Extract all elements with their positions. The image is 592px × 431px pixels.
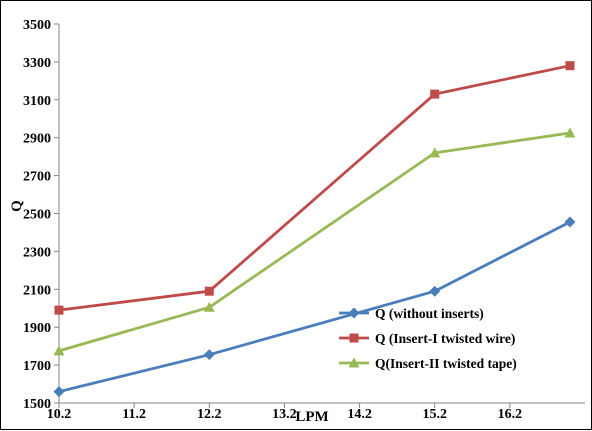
x-tick-label: 10.2 [47, 407, 72, 422]
y-tick-label: 3100 [23, 94, 51, 109]
data-point-diamond [203, 349, 215, 361]
y-tick-label: 2500 [23, 208, 51, 223]
x-tick-label: 16.2 [498, 407, 523, 422]
x-tick-label: 12.2 [197, 407, 222, 422]
series-line [58, 131, 571, 353]
data-point-diamond [429, 285, 441, 297]
legend-label: Q (Insert-I twisted wire) [375, 331, 515, 346]
data-point-square [430, 89, 440, 99]
legend: Q (without inserts) Q (Insert-I twisted w… [339, 306, 517, 371]
y-tick-label: 1500 [23, 397, 51, 412]
data-point-square [54, 305, 64, 315]
legend-entry: Q (Insert-I twisted wire) [339, 331, 515, 346]
y-tick-label: 2300 [23, 245, 51, 260]
axes [54, 23, 585, 408]
legend-label: Q(Insert-II twisted tape) [375, 356, 517, 371]
legend-entry: Q(Insert-II twisted tape) [339, 356, 517, 371]
data-point-triangle [564, 127, 576, 138]
data-point-triangle [53, 345, 65, 356]
data-point-triangle [348, 357, 360, 368]
data-point-triangle [429, 147, 441, 158]
x-tick-label: 15.2 [422, 407, 447, 422]
series-3 [53, 127, 576, 356]
data-point-diamond [564, 216, 576, 228]
series-line [58, 64, 571, 312]
y-tick-label: 2700 [23, 170, 51, 185]
y-axis-title: Q [9, 200, 25, 212]
data-point-square [565, 61, 575, 71]
data-point-square [204, 286, 214, 296]
x-axis-title: LPM [295, 409, 328, 425]
y-tick-label: 1700 [23, 359, 51, 374]
data-point-diamond [53, 386, 65, 398]
x-tick-label: 13.2 [272, 407, 297, 422]
x-tick-label: 14.2 [347, 407, 372, 422]
y-tick-label: 2100 [23, 283, 51, 298]
data-point-diamond [348, 307, 360, 319]
legend-label: Q (without inserts) [375, 306, 484, 321]
data-point-triangle [203, 301, 215, 312]
x-tick-label: 11.2 [122, 407, 146, 422]
y-tick-label: 1900 [23, 321, 51, 336]
tick-labels: 1500 1700 1900 2100 2300 2500 2700 2900 3100 3300… [23, 18, 522, 422]
data-point-square [349, 333, 359, 343]
series-1 [53, 216, 576, 398]
legend-entry: Q (without inserts) [339, 306, 484, 321]
y-tick-label: 3500 [23, 18, 51, 33]
y-tick-label: 3300 [23, 56, 51, 71]
y-tick-label: 2900 [23, 132, 51, 147]
series-2 [54, 61, 575, 315]
series-lines [53, 61, 576, 398]
series-line [58, 220, 571, 393]
